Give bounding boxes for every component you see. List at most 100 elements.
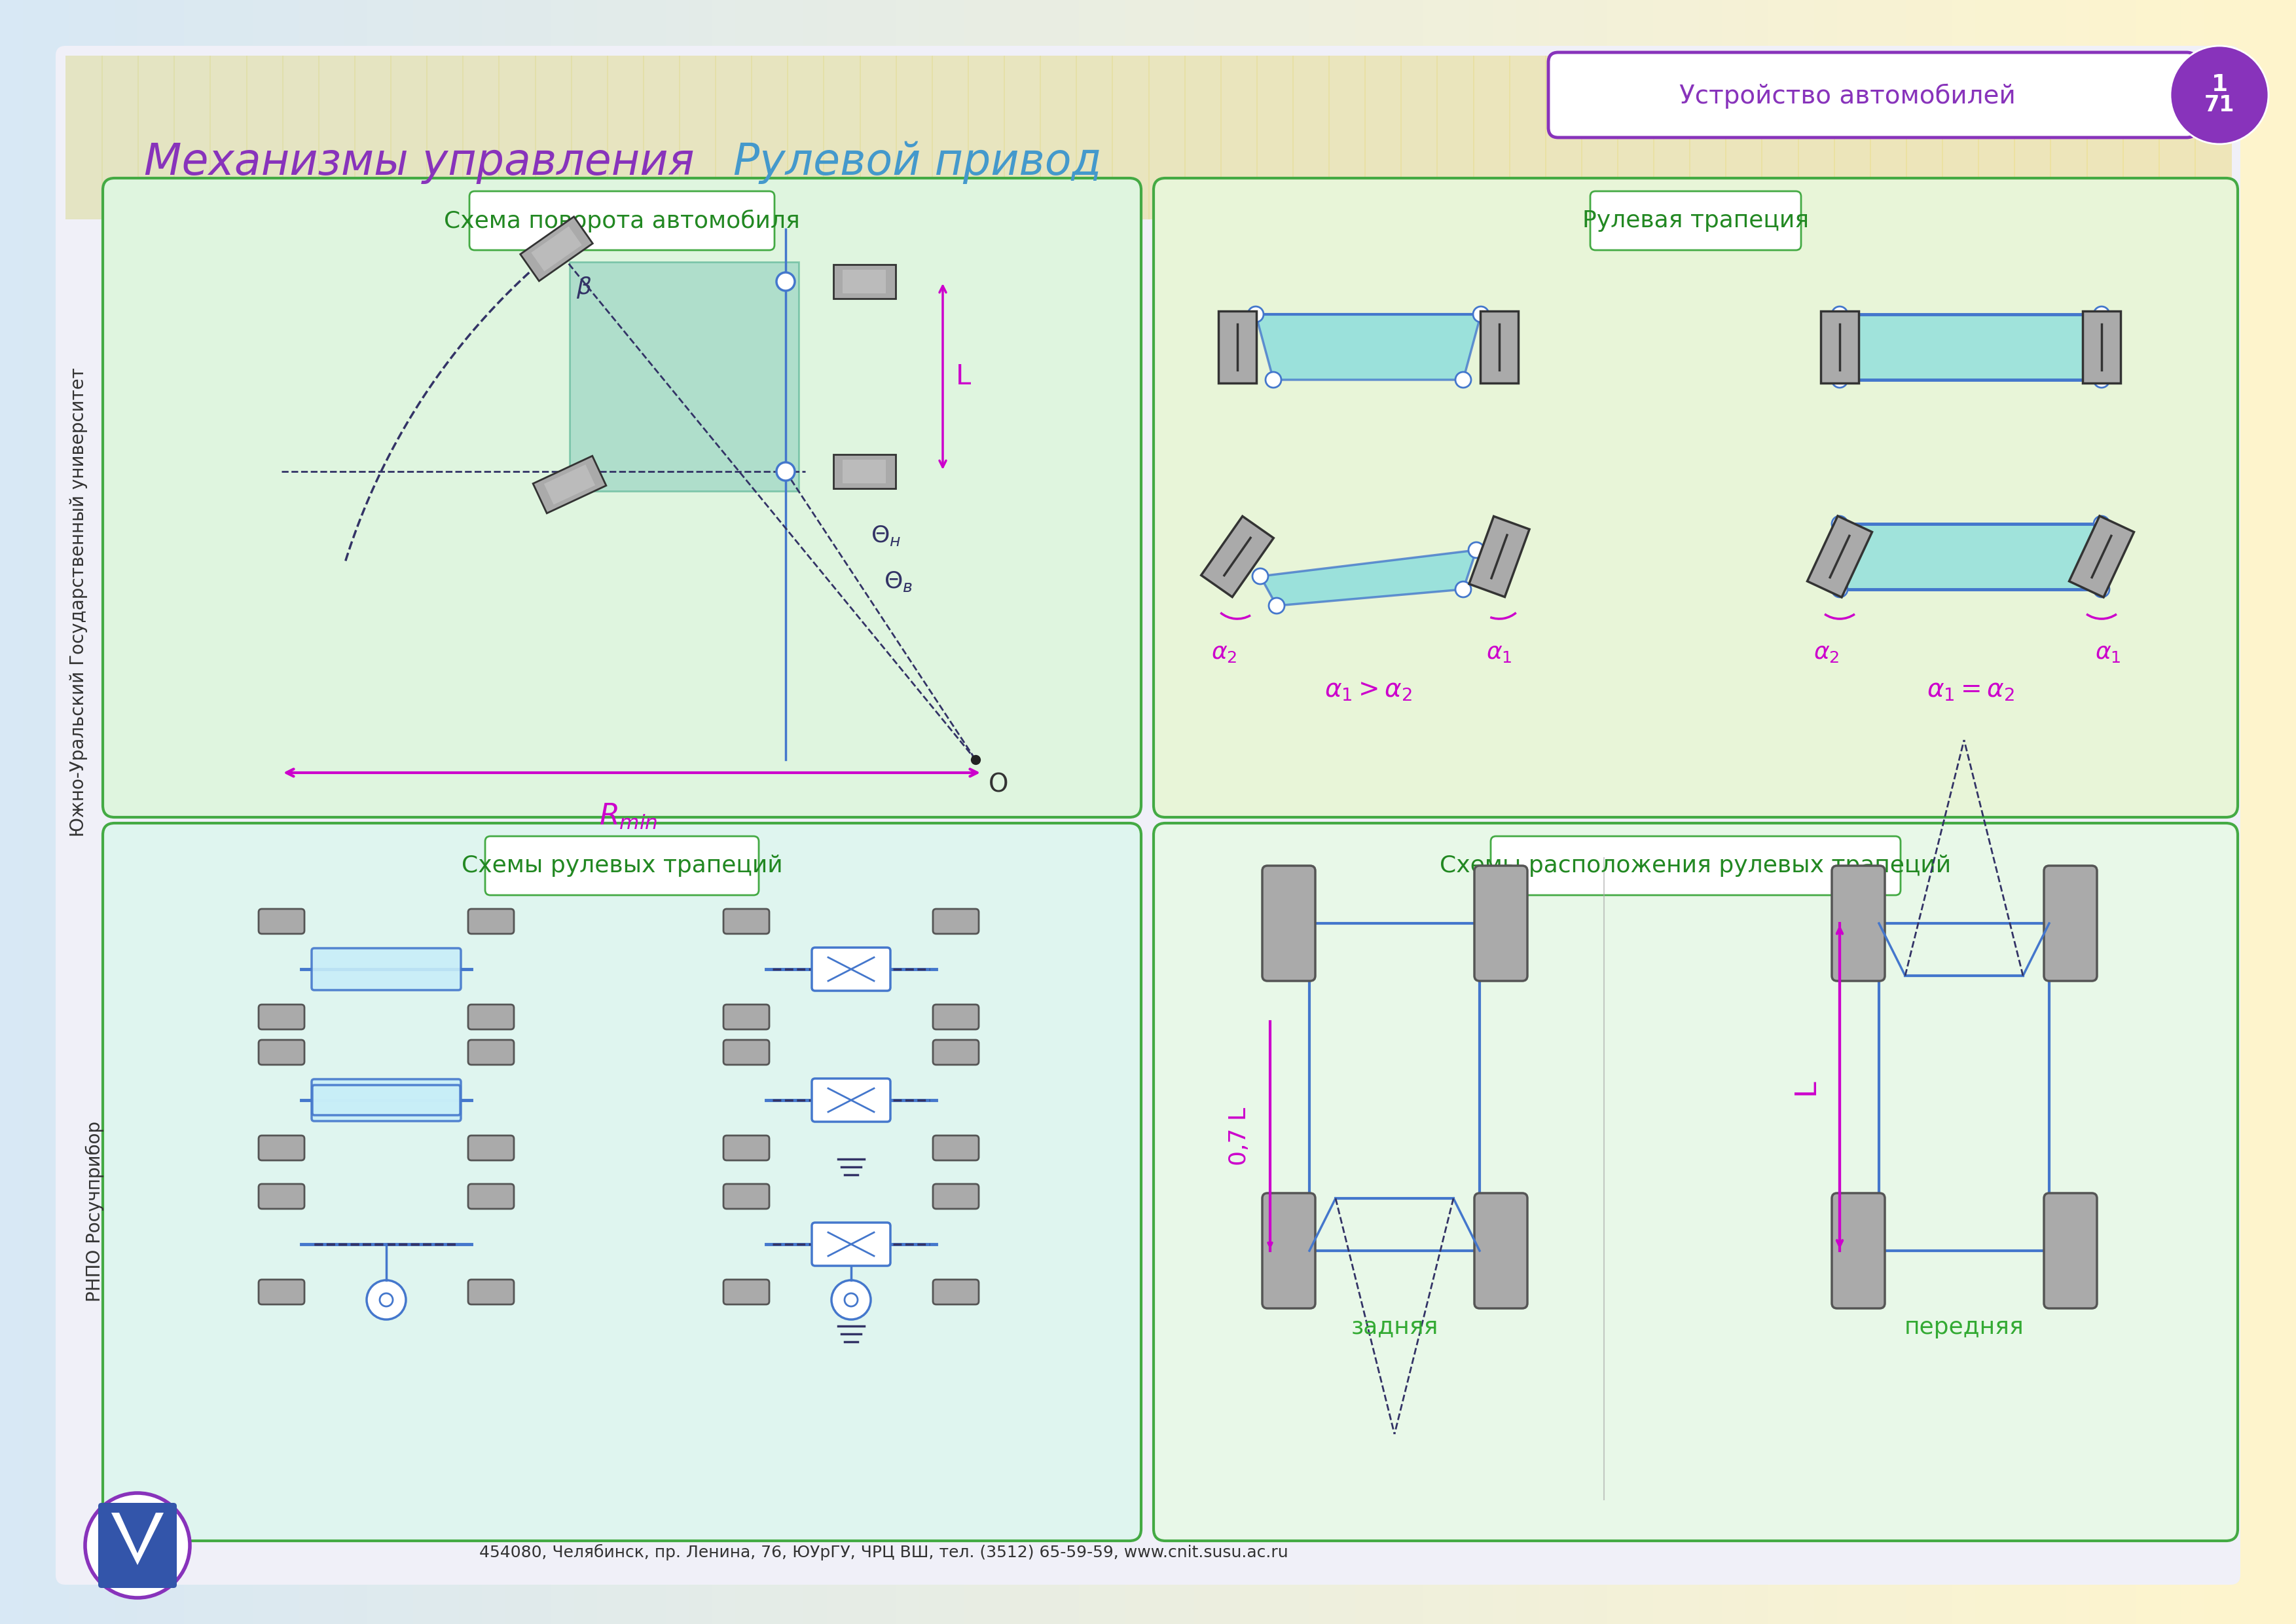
FancyBboxPatch shape [1474, 866, 1527, 981]
Bar [2020, 0, 2046, 1624]
Text: Схема поворота автомобиля: Схема поворота автомобиля [443, 209, 799, 232]
Bar [1185, 55, 1221, 219]
FancyBboxPatch shape [932, 1135, 978, 1161]
Bar [827, 0, 852, 1624]
Bar [1003, 55, 1040, 219]
Bar [666, 0, 691, 1624]
Bar [282, 55, 319, 219]
Bar [1814, 0, 1839, 1624]
Circle shape [2094, 581, 2110, 598]
Bar [758, 0, 783, 1624]
Bar [1010, 0, 1035, 1624]
FancyBboxPatch shape [312, 948, 461, 991]
Bar [1515, 0, 1541, 1624]
Bar [572, 55, 608, 219]
Bar [1538, 0, 1564, 1624]
Circle shape [1247, 307, 1263, 322]
Polygon shape [1481, 312, 1518, 383]
Bar [2089, 0, 2115, 1624]
Bar [69, 0, 94, 1624]
Bar [964, 0, 990, 1624]
Bar [174, 55, 211, 219]
Text: $\alpha_2$: $\alpha_2$ [1212, 641, 1238, 664]
Bar [2087, 55, 2124, 219]
Bar [788, 55, 824, 219]
Bar [967, 55, 1006, 219]
Bar [2204, 0, 2229, 1624]
Bar [1240, 0, 1265, 1624]
Bar [597, 0, 622, 1624]
FancyBboxPatch shape [468, 1280, 514, 1304]
Bar [751, 55, 788, 219]
Bar [207, 0, 232, 1624]
Polygon shape [1807, 516, 1871, 598]
Bar [643, 0, 668, 1624]
Bar [2158, 0, 2183, 1624]
Text: РНПО Росучприбор: РНПО Росучприбор [85, 1121, 103, 1302]
FancyBboxPatch shape [569, 261, 799, 490]
Text: $\alpha_2$: $\alpha_2$ [1814, 641, 1839, 664]
Bar [1102, 0, 1127, 1624]
Circle shape [1456, 372, 1472, 388]
FancyBboxPatch shape [103, 179, 1141, 817]
Text: $\alpha_1 = \alpha_2$: $\alpha_1 = \alpha_2$ [1926, 677, 2014, 703]
FancyBboxPatch shape [723, 1039, 769, 1065]
Polygon shape [833, 265, 895, 299]
Bar [1263, 0, 1288, 1624]
FancyBboxPatch shape [723, 1005, 769, 1030]
Bar [1446, 0, 1472, 1624]
Bar [1869, 55, 1908, 219]
Polygon shape [1821, 312, 1860, 383]
Bar [1355, 0, 1380, 1624]
Circle shape [776, 463, 794, 481]
Polygon shape [533, 456, 606, 513]
Bar [1401, 55, 1437, 219]
Bar [1561, 0, 1587, 1624]
Circle shape [1832, 581, 1848, 598]
FancyBboxPatch shape [813, 947, 891, 991]
Bar [1545, 55, 1582, 219]
FancyBboxPatch shape [1548, 52, 2197, 138]
Bar [1942, 55, 1979, 219]
Bar [1676, 0, 1701, 1624]
Bar [1952, 0, 1977, 1624]
Bar [1584, 0, 1609, 1624]
Bar [246, 55, 282, 219]
Bar [895, 0, 921, 1624]
Polygon shape [1201, 516, 1274, 598]
Bar [1111, 55, 1150, 219]
Bar [1033, 0, 1058, 1624]
Text: 1: 1 [2211, 73, 2227, 96]
Bar [1148, 55, 1185, 219]
Bar [2250, 0, 2275, 1624]
Bar [1437, 55, 1474, 219]
Bar [367, 0, 393, 1624]
Text: $\Theta_в$: $\Theta_в$ [884, 570, 914, 593]
Bar [1791, 0, 1816, 1624]
Bar [344, 0, 370, 1624]
Circle shape [776, 273, 794, 291]
Bar [1492, 0, 1518, 1624]
Bar [1582, 55, 1619, 219]
FancyBboxPatch shape [932, 1005, 978, 1030]
Bar [298, 0, 324, 1624]
Circle shape [379, 1293, 393, 1306]
Bar [714, 55, 753, 219]
Bar [1929, 0, 1954, 1624]
Bar [1745, 0, 1770, 1624]
Bar [2227, 0, 2252, 1624]
Bar [67, 55, 103, 219]
Bar [0, 0, 25, 1624]
FancyBboxPatch shape [932, 1280, 978, 1304]
FancyBboxPatch shape [723, 1280, 769, 1304]
Circle shape [1832, 516, 1848, 531]
Polygon shape [2082, 312, 2122, 383]
Bar [689, 0, 714, 1624]
Bar [1332, 0, 1357, 1624]
Polygon shape [1219, 312, 1256, 383]
Bar [872, 0, 898, 1624]
Bar [1835, 55, 1871, 219]
Bar [2273, 0, 2296, 1624]
Bar [427, 55, 464, 219]
Circle shape [1832, 307, 1848, 322]
